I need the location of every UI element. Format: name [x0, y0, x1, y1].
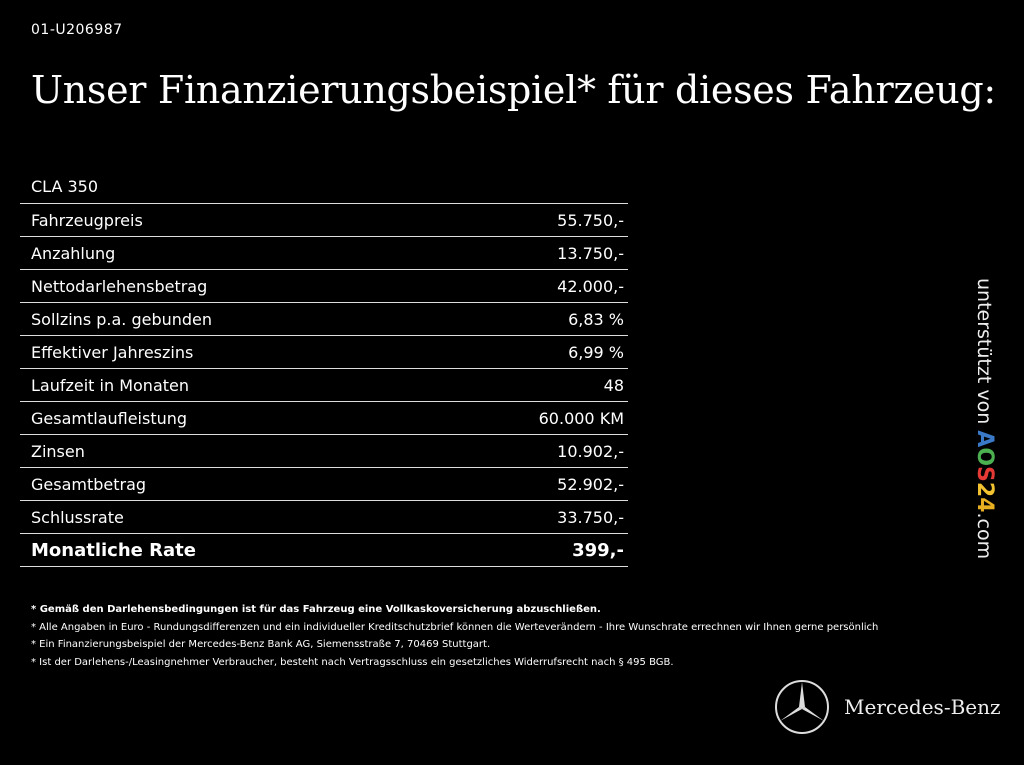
table-row: Monatliche Rate 399,-: [20, 534, 628, 567]
row-label: Laufzeit in Monaten: [31, 376, 190, 395]
logo-letter: S: [972, 466, 997, 482]
row-value: 399,-: [572, 540, 624, 561]
table-row: Nettodarlehensbetrag 42.000,-: [20, 270, 628, 303]
row-value: 52.902,-: [557, 475, 624, 494]
row-value: 55.750,-: [557, 211, 624, 230]
model-name: CLA 350: [20, 170, 628, 204]
table-row: Laufzeit in Monaten 48: [20, 369, 628, 402]
row-label: Nettodarlehensbetrag: [31, 277, 208, 296]
row-value: 6,99 %: [568, 343, 624, 362]
logo-letter: 2: [972, 481, 997, 498]
row-value: 60.000 KM: [538, 409, 624, 428]
mercedes-benz-logo: Mercedes-Benz: [774, 679, 1001, 735]
row-value: 48: [603, 376, 624, 395]
financing-table: CLA 350 Fahrzeugpreis 55.750,- Anzahlung 13…: [20, 170, 628, 567]
row-value: 33.750,-: [557, 508, 624, 527]
footnotes: * Gemäß den Darlehensbedingungen ist für…: [31, 601, 878, 671]
table-row: Anzahlung 13.750,-: [20, 237, 628, 270]
logo-letter: A: [972, 430, 997, 448]
footnote: * Alle Angaben in Euro - Rundungsdiffere…: [31, 621, 879, 633]
table-row: Gesamtlaufleistung 60.000 KM: [20, 402, 628, 435]
credit-suffix: .com: [973, 512, 995, 560]
footnote: * Ein Finanzierungsbeispiel der Mercedes…: [31, 639, 491, 650]
aos24-logo: AOS24: [972, 430, 997, 512]
credit-prefix: unterstützt von: [973, 278, 995, 431]
page-title: Unser Finanzierungsbeispiel* für dieses …: [31, 68, 996, 112]
row-label: Gesamtlaufleistung: [31, 409, 188, 428]
table-row: Effektiver Jahreszins 6,99 %: [20, 336, 628, 369]
side-credit: unterstützt von AOS24.com: [972, 278, 997, 559]
row-label: Monatliche Rate: [31, 540, 196, 561]
footnote: * Gemäß den Darlehensbedingungen ist für…: [31, 604, 601, 615]
table-row: Sollzins p.a. gebunden 6,83 %: [20, 303, 628, 336]
row-label: Schlussrate: [31, 508, 124, 527]
row-label: Fahrzeugpreis: [31, 211, 143, 230]
table-row: Schlussrate 33.750,-: [20, 501, 628, 534]
row-label: Gesamtbetrag: [31, 475, 147, 494]
table-row: Fahrzeugpreis 55.750,-: [20, 204, 628, 237]
row-label: Effektiver Jahreszins: [31, 343, 194, 362]
row-value: 42.000,-: [557, 277, 624, 296]
row-value: 10.902,-: [557, 442, 624, 461]
mercedes-star-icon: [775, 680, 829, 734]
logo-letter: O: [972, 447, 997, 467]
table-row: Gesamtbetrag 52.902,-: [20, 468, 628, 501]
row-value: 6,83 %: [568, 310, 624, 329]
logo-letter: 4: [972, 497, 997, 513]
row-label: Zinsen: [31, 442, 85, 461]
brand-name: Mercedes-Benz: [844, 695, 1001, 719]
row-value: 13.750,-: [557, 244, 624, 263]
footnote: * Ist der Darlehens-/Leasingnehmer Verbr…: [31, 656, 674, 668]
vehicle-id: 01-U206987: [31, 22, 123, 38]
row-label: Sollzins p.a. gebunden: [31, 310, 213, 329]
table-row: Zinsen 10.902,-: [20, 435, 628, 468]
row-label: Anzahlung: [31, 244, 116, 263]
